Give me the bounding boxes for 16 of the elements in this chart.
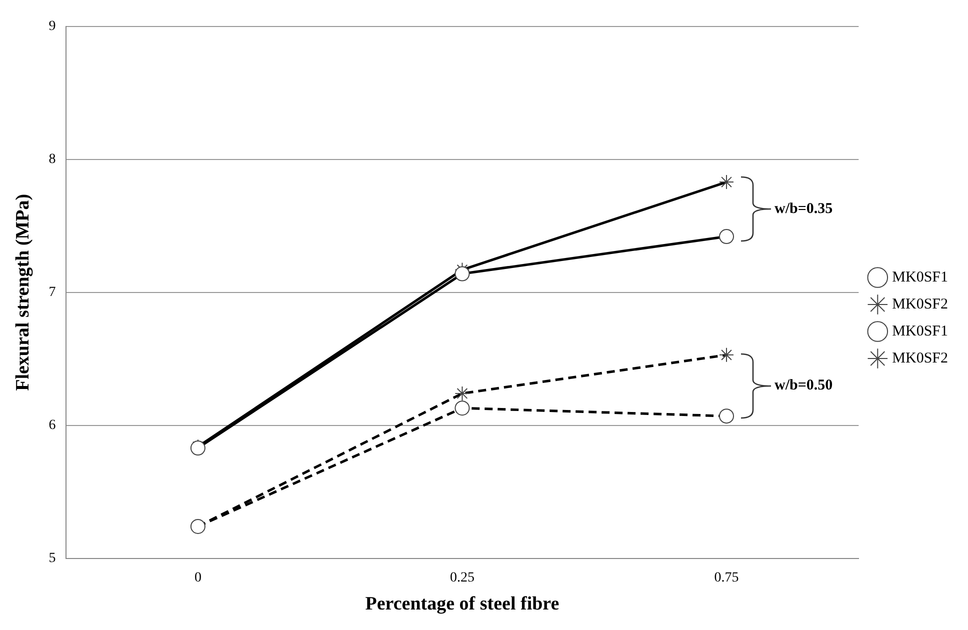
y-axis-title: Flexural strength (MPa)	[12, 194, 34, 391]
y-tick-label: 9	[48, 19, 56, 34]
legend-label: MK0SF1	[892, 323, 948, 340]
legend-label: MK0SF1	[892, 269, 948, 286]
y-tick-label: 5	[48, 551, 56, 566]
x-tick-label: 0	[194, 570, 202, 586]
annotation: w/b=0.35	[774, 201, 833, 218]
y-tick-label: 6	[48, 418, 56, 434]
y-tick-label: 8	[48, 152, 56, 168]
x-tick-label: 0.25	[450, 570, 474, 586]
annotation: w/b=0.50	[774, 377, 833, 394]
legend-label: MK0SF2	[892, 350, 948, 366]
legend-label: MK0SF2	[892, 296, 948, 312]
x-tick-label: 0.75	[714, 570, 739, 586]
y-tick-label: 7	[48, 285, 56, 300]
x-axis-title: Percentage of steel fibre	[365, 594, 560, 615]
